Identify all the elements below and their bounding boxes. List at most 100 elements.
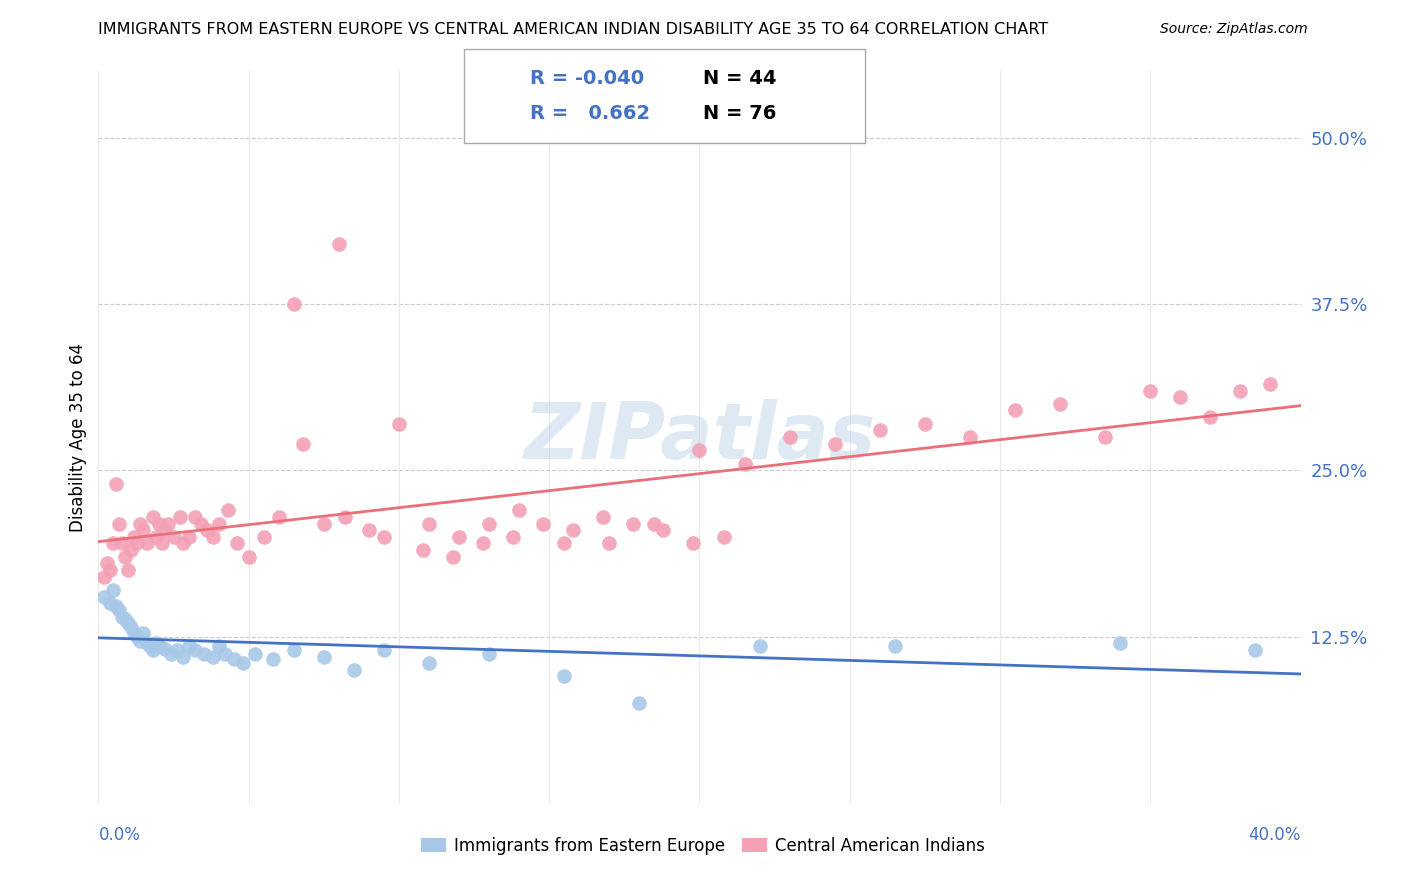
Point	[1260, 376, 1282, 391]
Point	[652, 523, 675, 537]
Point	[291, 436, 314, 450]
Point	[121, 620, 143, 634]
Point	[183, 509, 205, 524]
Point	[1049, 397, 1071, 411]
Point	[253, 530, 276, 544]
Point	[598, 536, 620, 550]
Point	[162, 530, 184, 544]
Point	[141, 509, 163, 524]
Point	[124, 625, 146, 640]
Point	[267, 509, 290, 524]
Point	[621, 516, 644, 531]
Point	[135, 536, 157, 550]
Point	[343, 663, 366, 677]
Text: 0.0%: 0.0%	[98, 826, 141, 844]
Point	[153, 523, 176, 537]
Point	[883, 639, 905, 653]
Point	[1094, 430, 1116, 444]
Text: ZIPatlas: ZIPatlas	[523, 399, 876, 475]
Point	[312, 516, 335, 531]
Text: R =   0.662: R = 0.662	[530, 103, 650, 123]
Point	[129, 633, 152, 648]
Point	[132, 523, 155, 537]
Point	[153, 641, 176, 656]
Point	[1244, 643, 1267, 657]
Point	[1109, 636, 1132, 650]
Point	[643, 516, 665, 531]
Point	[283, 643, 305, 657]
Point	[114, 549, 136, 564]
Point	[100, 596, 122, 610]
Point	[172, 536, 194, 550]
Point	[472, 536, 495, 550]
Point	[105, 476, 128, 491]
Point	[132, 625, 155, 640]
Point	[145, 530, 167, 544]
Point	[141, 643, 163, 657]
Point	[713, 530, 735, 544]
Point	[105, 599, 128, 613]
Point	[225, 536, 247, 550]
Point	[93, 590, 115, 604]
Point	[478, 647, 501, 661]
Point	[232, 656, 254, 670]
Point	[159, 647, 181, 661]
Legend: Immigrants from Eastern Europe, Central American Indians: Immigrants from Eastern Europe, Central …	[415, 830, 991, 862]
Point	[592, 509, 614, 524]
Point	[108, 603, 131, 617]
Point	[172, 649, 194, 664]
Point	[100, 563, 122, 577]
Point	[117, 563, 139, 577]
Point	[357, 523, 380, 537]
Point	[103, 536, 125, 550]
Point	[682, 536, 704, 550]
Text: N = 76: N = 76	[703, 103, 776, 123]
Point	[121, 543, 143, 558]
Point	[373, 530, 395, 544]
Point	[418, 516, 440, 531]
Point	[824, 436, 846, 450]
Point	[1004, 403, 1026, 417]
Point	[127, 536, 149, 550]
Point	[734, 457, 756, 471]
Point	[312, 649, 335, 664]
Point	[238, 549, 260, 564]
Point	[108, 516, 131, 531]
Point	[869, 424, 891, 438]
Y-axis label: Disability Age 35 to 64: Disability Age 35 to 64	[69, 343, 87, 532]
Point	[553, 669, 575, 683]
Text: Source: ZipAtlas.com: Source: ZipAtlas.com	[1160, 22, 1308, 37]
Point	[169, 509, 191, 524]
Point	[183, 643, 205, 657]
Point	[508, 503, 530, 517]
Point	[418, 656, 440, 670]
Text: N = 44: N = 44	[703, 69, 776, 88]
Point	[148, 639, 170, 653]
Point	[129, 516, 152, 531]
Point	[222, 652, 245, 666]
Point	[388, 417, 411, 431]
Point	[195, 523, 218, 537]
Point	[333, 509, 356, 524]
Point	[201, 649, 224, 664]
Point	[177, 530, 200, 544]
Point	[138, 639, 160, 653]
Point	[193, 647, 215, 661]
Point	[208, 639, 231, 653]
Point	[1139, 384, 1161, 398]
Point	[553, 536, 575, 550]
Point	[217, 503, 239, 517]
Text: IMMIGRANTS FROM EASTERN EUROPE VS CENTRAL AMERICAN INDIAN DISABILITY AGE 35 TO 6: IMMIGRANTS FROM EASTERN EUROPE VS CENTRA…	[98, 22, 1049, 37]
Point	[441, 549, 464, 564]
Point	[502, 530, 524, 544]
Point	[214, 647, 236, 661]
Point	[748, 639, 770, 653]
Point	[689, 443, 711, 458]
Point	[135, 636, 157, 650]
Point	[201, 530, 224, 544]
Point	[145, 636, 167, 650]
Point	[531, 516, 554, 531]
Point	[114, 612, 136, 626]
Point	[478, 516, 501, 531]
Point	[914, 417, 936, 431]
